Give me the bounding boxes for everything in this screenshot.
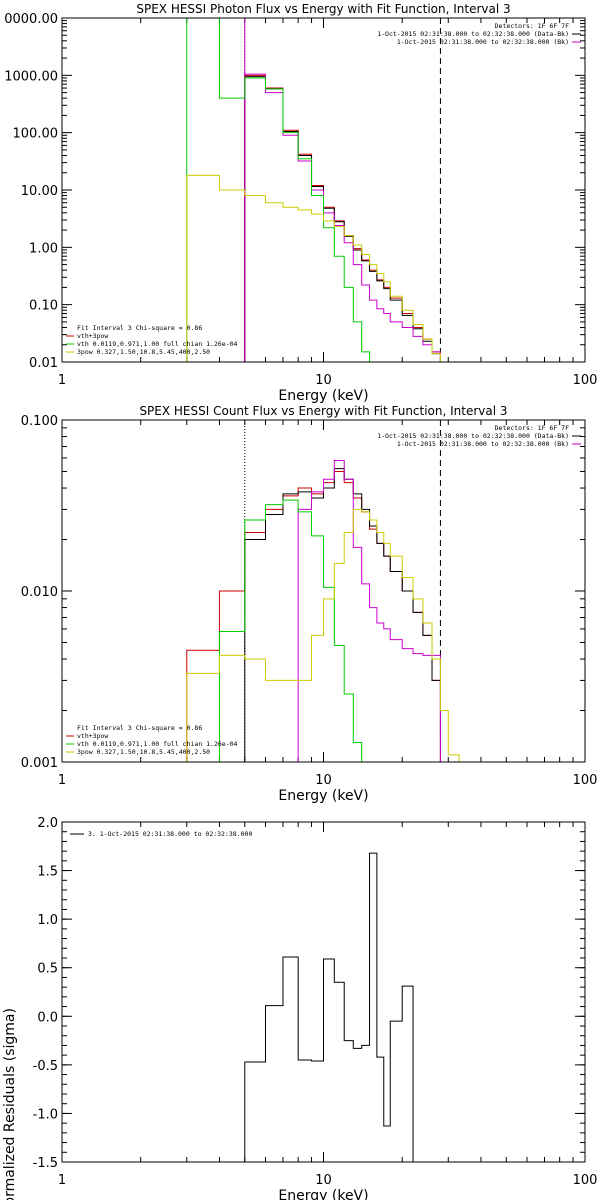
panel-3: 1 10 100 2.0 1.5 1.0 0.5 0.0 -0.5 -1.0 -1.5 Energy …	[2, 816, 597, 1200]
series-1	[244, 74, 441, 362]
y-tick-label: 2.0	[37, 816, 58, 831]
legend-entry: 1-Oct-2015 02:31:38.000 to 02:32:38.000 …	[377, 432, 569, 440]
chart-title: SPEX HESSI Photon Flux vs Energy with Fi…	[136, 2, 510, 16]
legend-entry: 1-Oct-2015 02:31:38.000 to 02:32:38.000 …	[397, 440, 569, 448]
series-line	[186, 174, 449, 362]
series-3	[244, 73, 441, 362]
legend-entry: 1-Oct-2015 02:31:38.000 to 02:32:38.000 …	[397, 38, 569, 46]
series-line	[218, 499, 370, 762]
panel-2: SPEX HESSI Count Flux vs Energy with Fit…	[21, 404, 598, 804]
y-tick-label: 1.5	[37, 865, 58, 880]
y-tick-label: 0.100	[21, 414, 58, 429]
series-4	[218, 499, 370, 762]
y-axis-label: Normalized Residuals (sigma)	[2, 1008, 18, 1200]
x-axis-label: Energy (keV)	[278, 1188, 368, 1200]
y-tick-label: 0.5	[37, 962, 58, 977]
series-5	[186, 174, 449, 362]
y-tick-label: 0.0	[37, 1010, 58, 1025]
x-tick-label: 1	[58, 773, 66, 788]
series-2	[244, 468, 441, 762]
legend-entry: Fit Interval 3 Chi-square = 0.86	[77, 724, 202, 732]
legend-entry: 1-Oct-2015 02:31:38.000 to 02:32:38.000 …	[377, 30, 569, 38]
legend-entry: Detectors: 1F 6F 7F	[495, 22, 569, 30]
legend-entry: 3pow 0.327,1.50,10.8,5.45,400,2.50	[77, 348, 210, 356]
x-axis-label: Energy (keV)	[278, 388, 368, 404]
series-1	[244, 852, 414, 1162]
y-tick-label: 0.010	[21, 585, 58, 600]
x-axis-label: Energy (keV)	[278, 788, 368, 804]
x-tick-label: 10	[315, 773, 332, 788]
y-tick-label: 0.10	[29, 299, 58, 314]
legend-entry: Fit Interval 3 Chi-square = 0.86	[77, 324, 202, 332]
legend-entry: vth+3pow	[77, 332, 108, 340]
y-tick-label: -1.0	[33, 1107, 58, 1122]
series-line	[186, 18, 377, 362]
series-line	[244, 852, 414, 1162]
plot-data	[186, 18, 449, 362]
x-tick-label: 1	[58, 373, 66, 388]
y-tick-label: 1000.00	[4, 69, 58, 84]
legend-entry: 3pow 0.327,1.50,10.8,5.45,400,2.50	[77, 748, 210, 756]
series-4	[186, 18, 377, 362]
plot-frame	[61, 419, 586, 763]
legend-entry: Detectors: 1F 6F 7F	[495, 424, 569, 432]
legend-entry: vth 0.0119,0.971,1.00 full chian 1.26e-0…	[77, 740, 238, 748]
y-tick-label: 0000.00	[4, 12, 58, 27]
legend-entry: vth 0.0119,0.971,1.00 full chian 1.26e-0…	[77, 340, 238, 348]
series-line	[297, 459, 449, 762]
y-tick-label: 1.00	[29, 241, 58, 256]
series-1	[186, 470, 441, 762]
panel-1: SPEX HESSI Photon Flux vs Energy with Fi…	[4, 2, 597, 404]
series-line	[244, 74, 441, 362]
y-tick-label: 10.00	[21, 184, 58, 199]
chart-title: SPEX HESSI Count Flux vs Energy with Fit…	[139, 404, 507, 418]
plot-data	[186, 420, 460, 762]
x-tick-label: 1	[58, 1173, 66, 1188]
x-tick-label: 100	[573, 1173, 598, 1188]
y-tick-label: 100.00	[13, 127, 59, 142]
x-tick-label: 10	[315, 1173, 332, 1188]
y-tick-label: -0.5	[33, 1059, 58, 1074]
series-line	[244, 73, 441, 362]
series-line	[244, 468, 441, 762]
legend-entry: 3. 1-Oct-2015 02:31:38.000 to 02:32:38.0…	[88, 830, 252, 838]
y-tick-label: 0.001	[21, 756, 58, 771]
series-3	[297, 459, 449, 762]
x-tick-label: 100	[573, 773, 598, 788]
y-tick-label: 1.0	[37, 913, 58, 928]
plot-data	[244, 852, 414, 1162]
x-tick-label: 100	[573, 373, 598, 388]
series-line	[244, 76, 441, 362]
series-line	[186, 508, 460, 762]
y-tick-label: -1.5	[33, 1156, 58, 1171]
plot-frame	[61, 821, 586, 1163]
series-5	[186, 508, 460, 762]
legend-entry: vth+3pow	[77, 732, 108, 740]
y-tick-label: 0.01	[29, 356, 58, 371]
series-2	[244, 76, 441, 362]
series-line	[186, 470, 441, 762]
x-tick-label: 10	[315, 373, 332, 388]
plot-frame	[61, 17, 586, 363]
